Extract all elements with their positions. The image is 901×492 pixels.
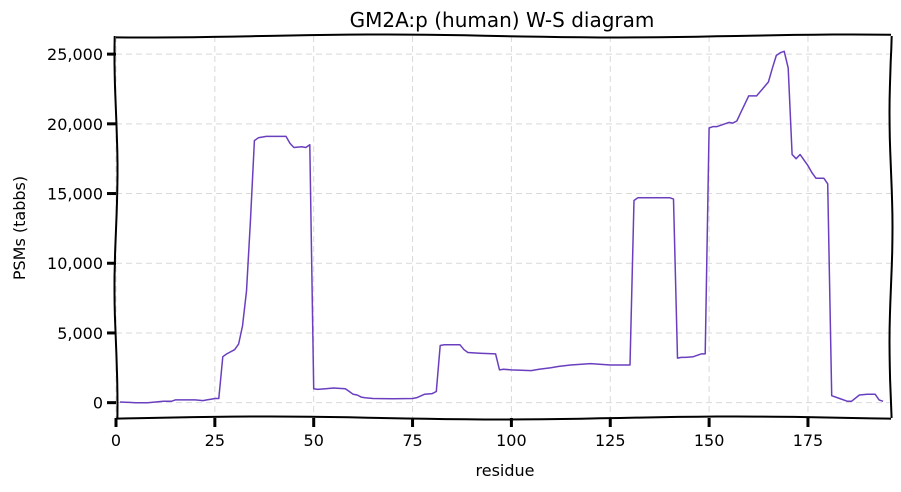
y-tick-label: 15,000: [47, 185, 103, 204]
series-line: [119, 50, 884, 404]
y-tick-label: 20,000: [47, 115, 103, 134]
x-tick-label: 0: [111, 431, 121, 450]
y-tick-label: 5,000: [57, 324, 103, 343]
x-tick-label: 25: [205, 431, 225, 450]
chart-title: GM2A:p (human) W-S diagram: [350, 8, 655, 32]
x-tick-label: 50: [304, 431, 324, 450]
y-axis-label: PSMs (tabbs): [10, 176, 29, 280]
y-tick-label: 0: [93, 394, 103, 413]
x-tick-label: 125: [595, 431, 626, 450]
y-tick-label: 25,000: [47, 45, 103, 64]
x-tick-label: 100: [496, 431, 527, 450]
x-axis: 0 25 50 75 100 125 150 175: [111, 418, 823, 450]
x-tick-label: 150: [694, 431, 725, 450]
x-tick-label: 175: [793, 431, 824, 450]
x-tick-label: 75: [402, 431, 422, 450]
x-axis-label: residue: [476, 461, 535, 480]
grid: [115, 36, 891, 418]
series-layer: [119, 50, 884, 404]
y-tick-label: 10,000: [47, 254, 103, 273]
plot-frame: [113, 33, 894, 421]
y-axis: 0 5,000 10,000 15,000 20,000 25,000: [47, 45, 116, 413]
